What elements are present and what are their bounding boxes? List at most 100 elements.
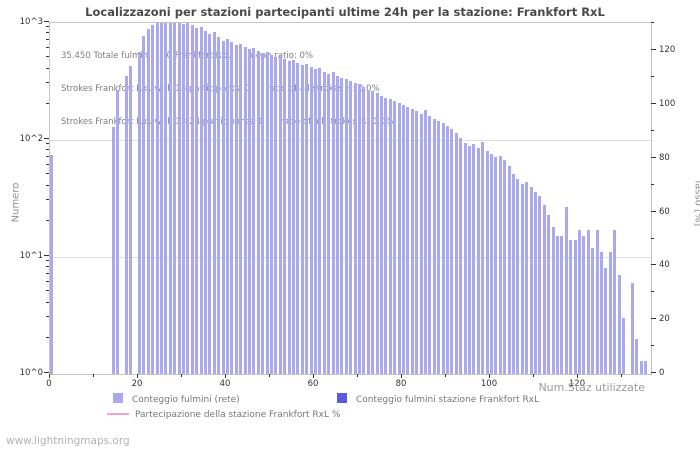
network-count-bar [437,121,441,374]
network-count-bar [547,214,551,374]
network-count-bar [428,116,432,374]
network-count-bar [644,360,647,374]
left-minor-tick [46,102,49,104]
network-count-bar [142,35,146,374]
network-count-bar [600,252,603,374]
network-count-bar [397,103,401,374]
network-count-bar [173,23,177,374]
x-tick-label: 40 [219,379,231,389]
participation-line-swatch-icon [107,413,129,415]
x-minor-tick [621,374,622,377]
network-count-bar [402,104,405,374]
network-count-bar [393,101,397,374]
left-minor-tick [46,199,49,201]
network-count-bar [613,230,617,374]
legend-label-station: Conteggio fulmini stazione Frankfort RxL [356,395,540,405]
legend-item-station: Conteggio fulmini stazione Frankfort RxL [337,393,539,405]
right-minor-tick [651,76,654,78]
right-minor-tick [651,22,654,24]
network-count-bar [595,230,599,374]
right-major-tick [651,156,656,158]
network-count-bar [582,236,586,374]
network-count-bar [630,282,634,374]
network-count-bar [498,155,502,374]
x-major-tick [401,374,402,378]
left-minor-tick [46,26,49,28]
network-count-bar [450,129,454,374]
left-minor-tick [46,273,49,275]
network-count-bar [168,23,172,374]
network-count-bar [274,57,278,374]
network-count-bar [494,157,498,374]
network-count-bar [283,59,287,374]
network-count-bar [419,113,423,374]
network-count-bar [318,67,322,374]
left-minor-tick [46,67,49,69]
left-minor-tick [46,143,49,145]
network-count-bar [353,82,357,374]
network-count-bar [476,148,480,374]
network-count-bar [322,71,326,374]
network-count-bar [608,252,612,374]
network-count-bar [340,77,344,374]
network-count-bar [375,93,379,374]
network-count-bar [512,174,515,374]
network-count-bar [617,275,621,374]
network-count-bar [446,126,449,374]
left-minor-tick [46,219,49,221]
network-count-bar [261,53,265,374]
network-count-bar [151,25,155,374]
x-major-tick [489,374,490,378]
station-bar-swatch-icon [337,393,347,403]
x-tick-label: 60 [307,379,319,389]
legend-item-network: Conteggio fulmini (rete) [113,393,240,405]
network-count-bar [296,63,300,374]
right-tick-label: 0 [659,368,665,378]
network-count-bar [199,26,203,374]
network-count-bar [441,123,445,374]
network-count-bar [331,72,335,374]
network-count-bar [358,84,361,374]
right-minor-tick [651,291,654,293]
network-count-bar [503,160,507,374]
network-count-bar [155,23,159,374]
x-major-tick [577,374,578,378]
network-count-bar [556,236,559,374]
network-count-bar [639,360,643,374]
network-count-bar [485,151,489,374]
network-count-bar [243,46,247,374]
network-count-bar [138,52,141,374]
right-tick-label: 100 [659,99,676,109]
left-minor-tick [46,280,49,282]
network-count-bar [116,89,119,374]
left-minor-tick [46,316,49,318]
network-count-bar [410,108,414,374]
network-count-bar [564,206,568,374]
network-count-bar [622,318,625,374]
network-count-bar [424,110,427,374]
network-count-bar [182,23,185,374]
left-minor-tick [46,290,49,292]
network-count-bar [468,146,471,374]
left-minor-tick [46,46,49,48]
network-count-bar [344,79,348,374]
network-count-bar [490,153,493,374]
x-minor-tick [181,374,182,377]
network-count-bar [186,23,190,374]
left-minor-tick [46,184,49,186]
legend-item-participation: Partecipazione della stazione Frankfort … [107,410,340,420]
watermark-link[interactable]: www.lightningmaps.org [6,435,130,447]
network-count-bar [336,76,339,374]
left-tick-label: 10^2 [19,134,43,144]
x-minor-tick [269,374,270,377]
left-major-tick [44,372,49,373]
network-count-bar [190,25,194,374]
x-tick-label: 80 [395,379,407,389]
right-tick-label: 80 [659,152,670,163]
left-minor-tick [46,301,49,303]
x-minor-tick [357,374,358,377]
network-count-bar [234,44,238,374]
network-bar-swatch-icon [113,393,123,403]
left-tick-label: 10^1 [19,251,43,261]
x-tick-label: 0 [46,379,52,389]
